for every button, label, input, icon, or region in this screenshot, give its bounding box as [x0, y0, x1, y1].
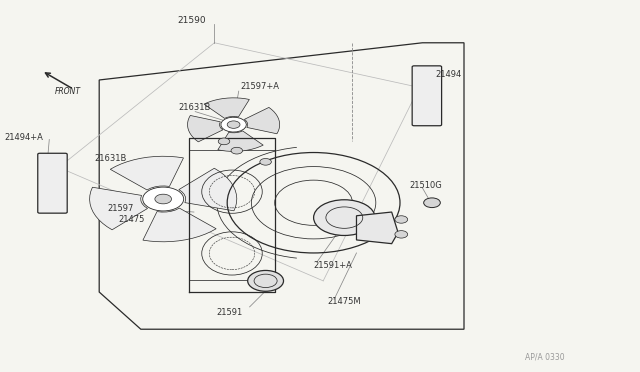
Polygon shape [218, 131, 263, 151]
Text: 21510G: 21510G [410, 181, 442, 190]
Text: AP/A 0330: AP/A 0330 [525, 353, 564, 362]
Text: 21591+A: 21591+A [314, 262, 353, 270]
Circle shape [260, 158, 271, 165]
Polygon shape [204, 98, 250, 118]
Text: 21631B: 21631B [95, 154, 127, 163]
FancyBboxPatch shape [412, 66, 442, 126]
Text: 21591: 21591 [216, 308, 243, 317]
Polygon shape [244, 108, 280, 134]
Circle shape [395, 216, 408, 223]
Circle shape [231, 147, 243, 154]
Circle shape [395, 231, 408, 238]
Text: 21590: 21590 [178, 16, 206, 25]
Circle shape [227, 121, 240, 128]
Circle shape [143, 187, 184, 211]
Polygon shape [143, 208, 216, 242]
Circle shape [157, 195, 170, 203]
Circle shape [218, 138, 230, 145]
Circle shape [424, 198, 440, 208]
Text: 21475: 21475 [118, 215, 145, 224]
Circle shape [229, 122, 238, 127]
Text: 21494: 21494 [435, 70, 461, 79]
Polygon shape [110, 156, 184, 190]
Text: 21494+A: 21494+A [4, 133, 44, 142]
Text: 21597+A: 21597+A [240, 82, 279, 91]
Polygon shape [179, 168, 237, 211]
Circle shape [314, 200, 375, 235]
Text: 21631B: 21631B [178, 103, 211, 112]
Polygon shape [221, 117, 246, 132]
Text: FRONT: FRONT [54, 87, 81, 96]
Polygon shape [188, 115, 223, 142]
Circle shape [155, 194, 172, 204]
Text: 21475M: 21475M [328, 297, 362, 306]
Polygon shape [90, 187, 148, 230]
Text: 21597: 21597 [108, 204, 134, 213]
Circle shape [248, 270, 284, 291]
FancyBboxPatch shape [38, 153, 67, 213]
Polygon shape [356, 212, 398, 244]
